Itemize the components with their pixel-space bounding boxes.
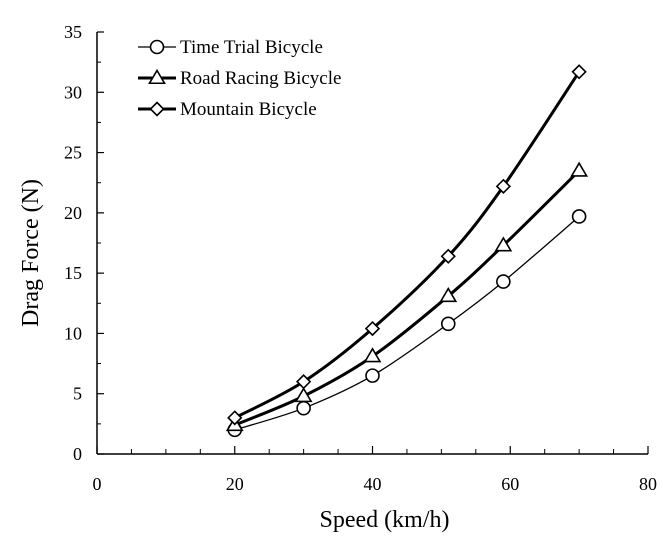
x-tick-label: 80 [639, 474, 657, 494]
y-tick-label: 5 [73, 384, 82, 404]
series-line-diamond [234, 70, 581, 420]
data-point-triangle [494, 236, 513, 252]
y-tick-label: 0 [73, 444, 82, 464]
x-axis-title: Speed (km/h) [320, 507, 450, 533]
y-tick-label: 25 [64, 143, 82, 163]
y-tick-label: 15 [64, 263, 82, 283]
data-point-diamond [495, 178, 511, 194]
axes: 0 5 10 15 20 25 30 35 0 20 40 60 80 [64, 22, 657, 494]
legend-marker-triangle [148, 68, 166, 85]
data-point-triangle [363, 347, 382, 363]
x-tick-label: 60 [501, 474, 519, 494]
x-tick-label: 20 [226, 474, 244, 494]
legend-label: Road Racing Bicycle [180, 68, 341, 89]
y-tick-label: 20 [64, 203, 82, 223]
data-point-triangle [294, 387, 313, 403]
y-axis-title: Drag Force (N) [18, 179, 44, 327]
series-diamond [227, 64, 587, 426]
data-point-diamond [440, 248, 456, 264]
legend-marker-circle [149, 39, 165, 55]
y-tick-label: 10 [64, 323, 82, 343]
series-triangle [225, 161, 589, 432]
y-tick-label: 35 [64, 22, 82, 42]
y-tick-label: 30 [64, 82, 82, 102]
data-point-diamond [571, 64, 587, 80]
data-point-circle [440, 316, 456, 332]
legend: Time Trial Bicycle Road Racing Bicycle Mou… [138, 37, 341, 120]
legend-label: Time Trial Bicycle [180, 37, 323, 58]
x-tick-label: 0 [93, 474, 102, 494]
data-point-triangle [439, 286, 458, 303]
data-point-circle [365, 368, 380, 383]
series-layer [225, 64, 589, 438]
series-circle [227, 209, 587, 438]
data-point-circle [296, 400, 311, 416]
legend-marker-diamond [149, 101, 165, 117]
data-point-circle [496, 274, 511, 289]
data-point-circle [571, 209, 587, 224]
data-point-triangle [570, 161, 589, 177]
data-point-diamond [227, 410, 243, 426]
data-point-diamond [295, 374, 312, 390]
legend-label: Mountain Bicycle [180, 99, 317, 120]
series-line-circle [234, 215, 580, 431]
x-tick-label: 40 [364, 474, 382, 494]
data-point-diamond [364, 320, 381, 337]
